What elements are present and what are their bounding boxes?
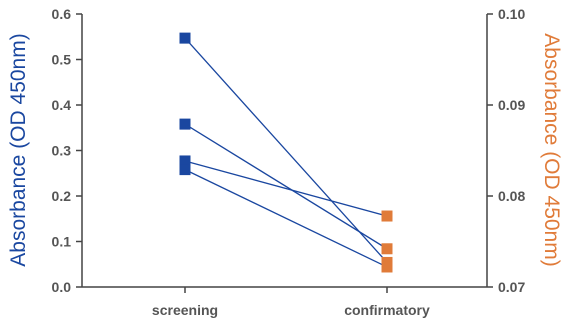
left-tick-label: 0.3 bbox=[52, 143, 72, 159]
confirmatory-point bbox=[381, 261, 393, 273]
series-line bbox=[184, 37, 388, 263]
right-tick-label: 0.07 bbox=[498, 279, 525, 295]
series-lines bbox=[184, 37, 388, 268]
left-tick-label: 0.0 bbox=[52, 279, 72, 295]
left-tick-label: 0.4 bbox=[52, 97, 72, 113]
series-line bbox=[184, 169, 388, 268]
series-line bbox=[184, 160, 388, 217]
left-axis-title: Absorbance (OD 450nm) bbox=[7, 33, 30, 266]
left-tick-label: 0.5 bbox=[52, 52, 72, 68]
confirmatory-point bbox=[381, 243, 393, 255]
right-tick-label: 0.10 bbox=[498, 6, 525, 22]
left-tick-label: 0.1 bbox=[52, 234, 72, 250]
left-axis: 0.0 0.1 0.2 0.3 0.4 0.5 0.6 bbox=[52, 6, 83, 295]
x-axis: screening confirmatory bbox=[82, 286, 487, 318]
right-tick-label: 0.08 bbox=[498, 188, 525, 204]
x-tick-label: confirmatory bbox=[344, 302, 430, 318]
series-line bbox=[184, 123, 388, 250]
left-tick-label: 0.6 bbox=[52, 6, 72, 22]
screening-point bbox=[179, 164, 191, 176]
series-markers bbox=[179, 32, 393, 273]
x-tick-label: screening bbox=[152, 302, 218, 318]
confirmatory-point bbox=[381, 210, 393, 222]
right-tick-label: 0.09 bbox=[498, 97, 525, 113]
right-axis: 0.07 0.08 0.09 0.10 bbox=[486, 6, 525, 295]
screening-point bbox=[179, 155, 191, 167]
screening-point bbox=[179, 118, 191, 130]
right-axis-title: Absorbance (OD 450nm) bbox=[540, 33, 563, 266]
screening-point bbox=[179, 32, 191, 44]
left-tick-label: 0.2 bbox=[52, 188, 72, 204]
